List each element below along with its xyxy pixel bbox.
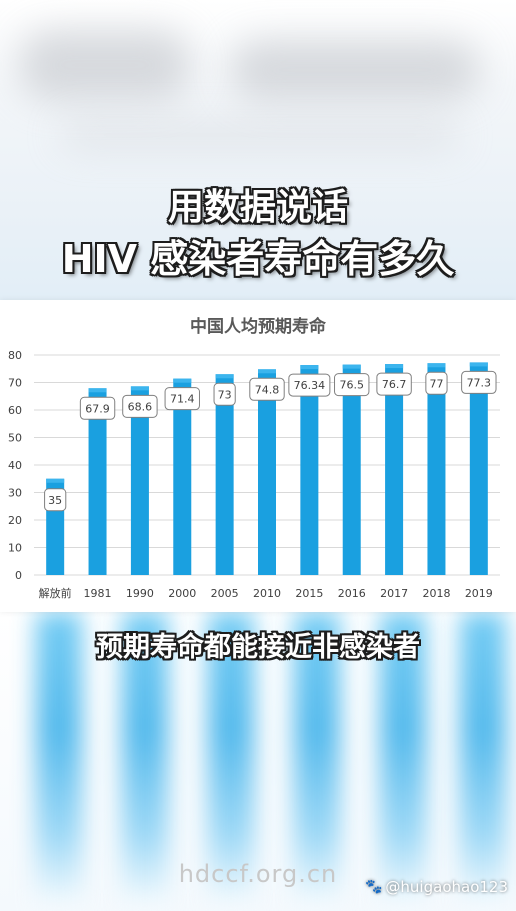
bar-cap [385, 364, 404, 369]
blurred-background-bottom [0, 612, 516, 911]
y-tick-label: 70 [8, 377, 22, 390]
bar [385, 364, 404, 575]
data-label: 76.34 [294, 379, 326, 392]
data-label-box [213, 382, 236, 406]
x-tick-label: 解放前 [39, 586, 72, 600]
overlay-caption: 预期寿命都能接近非感染者 [96, 632, 420, 663]
bar-cap [173, 378, 192, 383]
overlay-title-line2: HIV 感染者寿命有多久 [61, 237, 455, 281]
overlay-title-line1: 用数据说话 [167, 187, 348, 228]
x-tick-label: 2018 [422, 587, 450, 600]
bar [300, 365, 319, 575]
x-tick-label: 2017 [380, 587, 408, 600]
data-label: 76.7 [382, 378, 407, 391]
chart-title: 中国人均预期寿命 [190, 316, 327, 337]
x-axis-ticks: 解放前 1981 1990 2000 2005 2010 2015 2016 2017 2018 2… [39, 586, 493, 600]
bar [469, 362, 488, 575]
x-tick-label: 1990 [126, 587, 154, 600]
bar [215, 374, 234, 575]
x-tick-label: 2015 [295, 587, 323, 600]
y-axis-ticks: 0 10 20 30 40 50 60 70 80 [8, 349, 22, 582]
y-tick-label: 0 [15, 569, 22, 582]
data-label: 77.3 [467, 376, 492, 389]
bar [130, 386, 149, 575]
data-label-box [288, 373, 331, 397]
data-label-box [79, 396, 116, 420]
x-tick-label: 2010 [253, 587, 281, 600]
data-label: 71.4 [170, 393, 195, 406]
data-label: 35 [48, 494, 62, 507]
bar [173, 378, 192, 575]
paw-icon: 🐾 [364, 879, 383, 895]
y-tick-label: 60 [8, 404, 22, 417]
data-label-box [461, 370, 497, 394]
blurred-background-top [0, 0, 516, 300]
bars [46, 362, 488, 575]
bar [342, 364, 361, 575]
bar-cap [88, 388, 107, 393]
data-labels: 35 67.9 68.6 71.4 73 74.8 76.34 76.5 76.7 77 77.3 [44, 370, 497, 512]
bar-cap [130, 386, 149, 391]
bar [88, 388, 107, 575]
watermark-username: @huigaohao123 [385, 878, 508, 896]
bar-cap [469, 362, 488, 367]
bar-cap [342, 364, 361, 369]
data-label: 74.8 [255, 383, 280, 396]
data-label: 67.9 [85, 402, 110, 415]
data-label: 73 [218, 388, 232, 401]
data-label: 77 [429, 377, 443, 390]
watermark-site: hdccf.org.cn [178, 860, 338, 888]
x-tick-label: 2019 [465, 587, 493, 600]
y-tick-label: 40 [8, 459, 22, 472]
bar [258, 369, 276, 575]
data-label-box [164, 387, 200, 411]
bar-cap [215, 374, 234, 379]
y-tick-label: 80 [8, 349, 22, 362]
data-label-box [334, 373, 370, 397]
x-tick-label: 2016 [338, 587, 366, 600]
data-label-box [425, 371, 448, 395]
data-label-box [122, 394, 158, 418]
bar-cap [258, 369, 276, 374]
y-tick-label: 50 [8, 432, 22, 445]
data-label: 68.6 [128, 400, 153, 413]
y-tick-label: 30 [8, 487, 22, 500]
chart-panel: 中国人均预期寿命 0 10 20 30 40 50 60 70 80 35 67.9 68.6 71.… [0, 300, 516, 612]
x-tick-label: 2005 [211, 587, 239, 600]
data-label-box [44, 488, 67, 512]
watermark-user: 🐾 @huigaohao123 [365, 878, 508, 896]
bar-cap [427, 363, 446, 368]
bar-cap [46, 478, 65, 483]
bar-cap [300, 365, 319, 370]
y-tick-label: 10 [8, 542, 22, 555]
bar-chart: 中国人均预期寿命 0 10 20 30 40 50 60 70 80 35 67.9 68.6 71.… [8, 316, 500, 600]
x-tick-label: 2000 [168, 587, 196, 600]
x-tick-label: 1981 [84, 587, 112, 600]
data-label-box [249, 377, 285, 401]
data-label-box [376, 372, 412, 396]
y-tick-label: 20 [8, 514, 22, 527]
data-label: 76.5 [339, 379, 364, 392]
bar [427, 363, 446, 575]
